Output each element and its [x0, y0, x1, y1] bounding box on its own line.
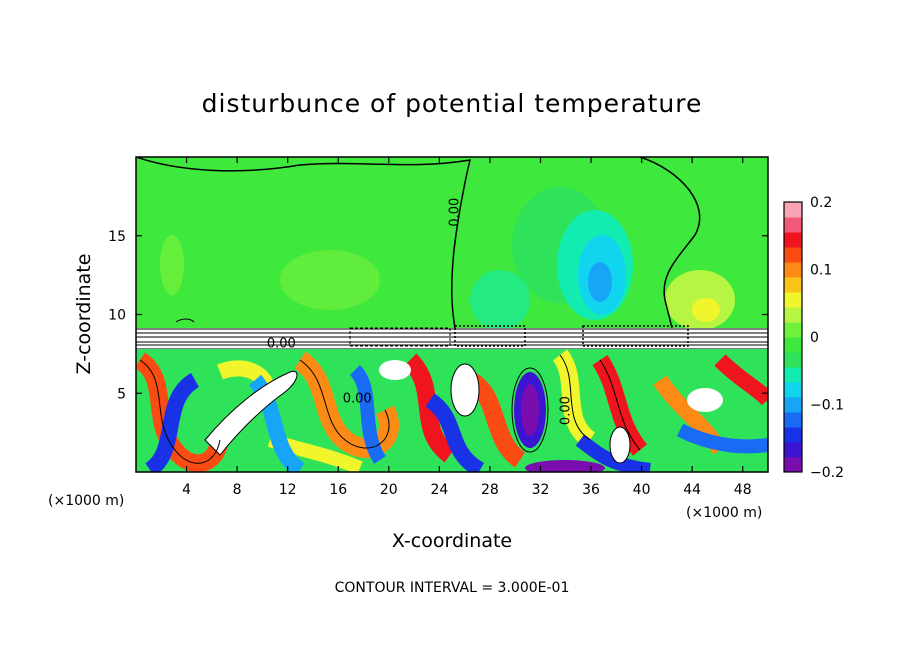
contour-interval-note: CONTOUR INTERVAL = 3.000E-01 — [335, 580, 570, 596]
colorbar-swatch — [784, 337, 802, 353]
x-tick-label: 16 — [329, 482, 347, 498]
upper-anomaly — [280, 250, 380, 310]
colorbar-swatch — [784, 232, 802, 248]
white-regions — [205, 360, 723, 463]
colorbar-swatch — [784, 322, 802, 338]
colorbar-swatch — [784, 277, 802, 293]
colorbar-tick-label: −0.1 — [810, 398, 844, 414]
contour-label: 0.00 — [267, 337, 296, 352]
x-tick-label: 8 — [233, 482, 242, 498]
contour-label: 0.00 — [447, 198, 462, 227]
colorbar-swatch — [784, 217, 802, 233]
y-tick-label: 5 — [117, 386, 126, 402]
upper-anomaly — [160, 235, 184, 295]
upper-anomaly — [588, 262, 612, 302]
colorbar-swatch — [784, 202, 802, 218]
colorbar-ticks: 0.2 0.1 0 −0.1 −0.2 — [810, 195, 844, 481]
band-block — [349, 327, 451, 347]
chart-title: disturbunce of potential temperature — [202, 89, 703, 118]
y-axis-ticks: 5 10 15 — [108, 229, 768, 402]
colorbar-swatch — [784, 457, 802, 473]
transition-lines — [136, 328, 768, 350]
x-tick-label: 12 — [279, 482, 297, 498]
x-tick-label: 48 — [734, 482, 752, 498]
colorbar-swatch — [784, 292, 802, 308]
colorbar-swatch — [784, 352, 802, 368]
band-block — [582, 325, 689, 347]
x-tick-label: 44 — [683, 482, 701, 498]
x-tick-label: 20 — [380, 482, 398, 498]
x-tick-label: 40 — [633, 482, 651, 498]
x-tick-label: 4 — [182, 482, 191, 498]
transition-band — [136, 328, 768, 349]
plot-area — [136, 157, 768, 472]
y-axis-label: Z-coordinate — [73, 254, 95, 375]
contour-label: 0.00 — [559, 396, 574, 425]
colorbar-swatch — [784, 427, 802, 443]
x-tick-label: 24 — [430, 482, 448, 498]
colorbar-swatch — [784, 412, 802, 428]
x-unit-label-left: (×1000 m) — [48, 493, 124, 509]
colorbar-swatch — [784, 442, 802, 458]
contour-label: 0.00 — [343, 392, 372, 407]
colorbar-swatch — [784, 262, 802, 278]
colorbar-swatch — [784, 247, 802, 263]
colorbar-swatch — [784, 307, 802, 323]
colorbar-tick-label: 0 — [810, 330, 819, 346]
colorbar-tick-label: 0.2 — [810, 195, 832, 211]
lower-contours — [139, 354, 641, 464]
colorbar-swatch — [784, 367, 802, 383]
contour-labels: 0.00 0.00 0.00 0.00 — [267, 198, 574, 425]
x-tick-label: 32 — [532, 482, 550, 498]
turbulent-field — [136, 349, 768, 472]
y-tick-label: 10 — [108, 308, 126, 324]
upper-anomaly — [470, 270, 530, 330]
colorbar-swatch — [784, 397, 802, 413]
zero-contour-upper — [136, 157, 701, 329]
colorbar — [783, 201, 803, 473]
x-unit-label-right: (×1000 m) — [686, 505, 762, 521]
x-axis-ticks: 4 8 12 16 20 24 28 32 36 40 44 48 — [182, 157, 752, 498]
x-axis-label: X-coordinate — [392, 530, 512, 552]
colorbar-swatch — [784, 382, 802, 398]
x-tick-label: 28 — [481, 482, 499, 498]
upper-anomaly — [692, 298, 720, 322]
small-contour — [175, 318, 195, 323]
colorbar-frame — [783, 201, 803, 473]
colorbar-tick-label: −0.2 — [810, 465, 844, 481]
y-tick-label: 15 — [108, 229, 126, 245]
band-block — [454, 325, 526, 347]
x-tick-label: 36 — [582, 482, 600, 498]
colorbar-tick-label: 0.1 — [810, 263, 832, 279]
